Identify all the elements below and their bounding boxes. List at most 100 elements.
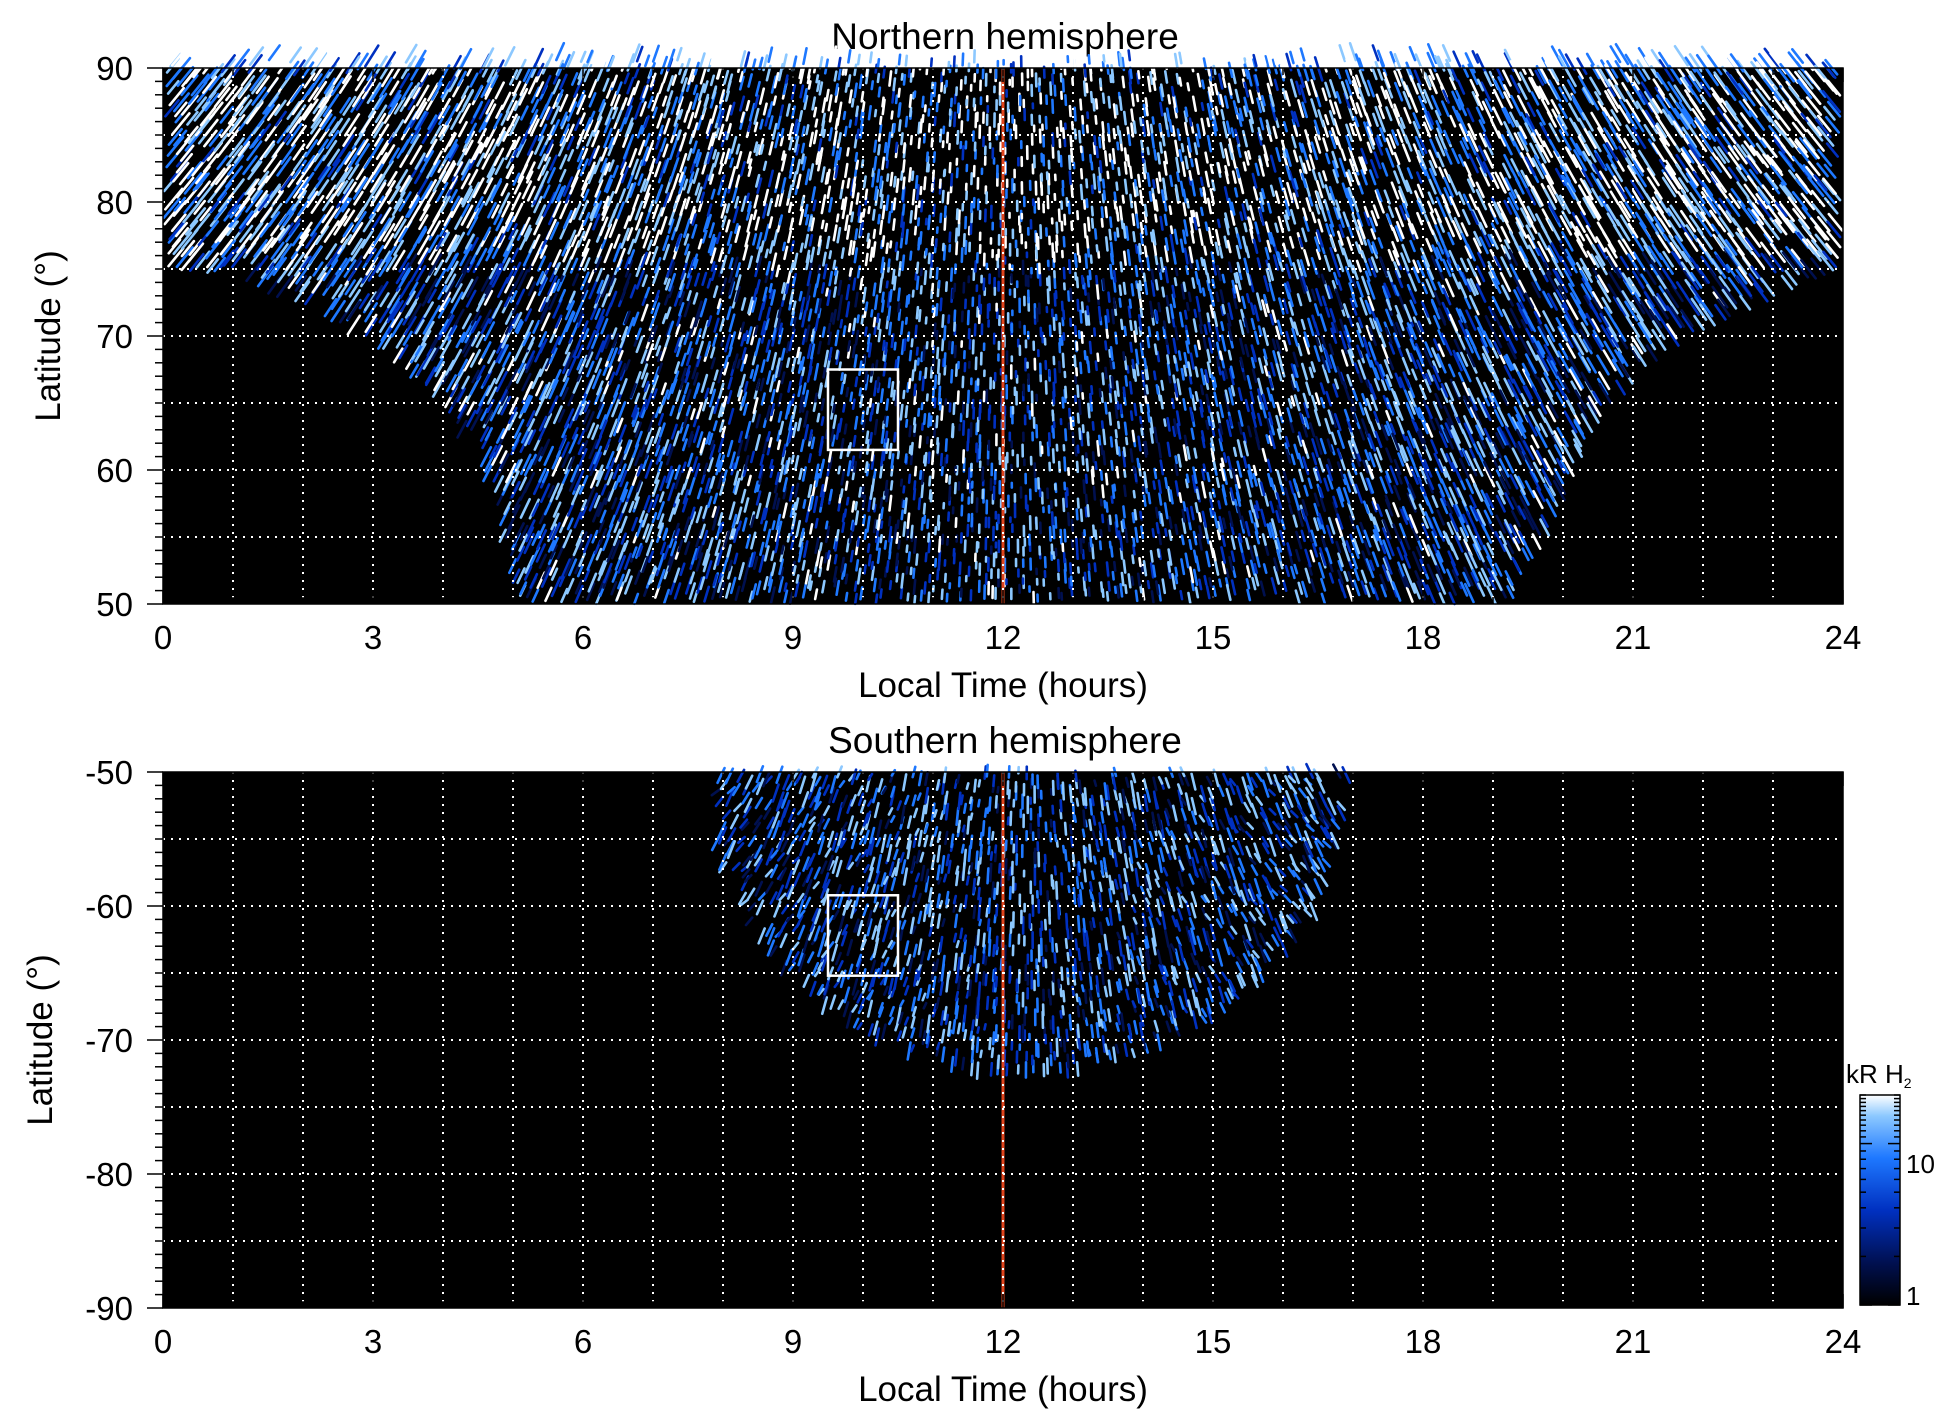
emission-streak [180,94,199,116]
emission-streak [1070,220,1074,232]
emission-streak [902,176,906,190]
emission-streak [865,430,870,445]
emission-streak [438,291,452,313]
emission-streak [610,539,621,560]
emission-streak [826,549,831,560]
emission-streak [1095,145,1099,159]
emission-streak [443,162,457,184]
emission-streak [391,198,404,217]
emission-streak [247,160,263,180]
emission-streak [932,81,937,98]
emission-streak [170,48,186,67]
emission-streak [411,345,421,360]
emission-streak [1073,354,1077,368]
emission-streak [878,123,883,134]
emission-streak [263,237,277,254]
emission-streak [1076,210,1080,221]
emission-streak [414,111,429,135]
emission-streak [450,283,463,304]
emission-streak [296,163,312,185]
emission-streak [1203,574,1208,586]
emission-streak [1092,97,1096,112]
emission-streak [661,95,668,107]
emission-streak [894,141,899,154]
emission-streak [294,280,311,303]
emission-streak [524,150,534,168]
emission-streak [665,258,674,278]
emission-streak [657,362,663,375]
emission-streak [918,370,922,381]
emission-streak [317,138,329,154]
emission-streak [699,576,706,591]
emission-streak [622,135,629,148]
emission-streak [966,428,971,444]
emission-streak [517,360,525,374]
emission-streak [524,429,534,447]
emission-streak [539,244,548,259]
emission-streak [323,297,338,318]
emission-streak [651,325,658,340]
emission-streak [332,61,350,85]
emission-streak [1061,497,1066,513]
emission-streak [487,349,496,364]
emission-streak [783,582,788,592]
emission-streak [696,401,704,420]
emission-streak [334,171,348,190]
emission-streak [932,151,937,164]
emission-streak [321,205,335,224]
emission-streak [922,502,927,515]
emission-streak [446,234,458,253]
emission-streak [1164,237,1169,252]
emission-streak [766,528,772,539]
emission-streak [1080,331,1084,344]
emission-streak [692,372,699,386]
emission-streak [1150,268,1155,283]
emission-streak [1129,66,1133,80]
emission-streak [640,251,648,268]
emission-streak [827,322,832,334]
emission-streak [647,565,657,585]
emission-streak [1081,455,1085,466]
emission-streak [162,197,181,219]
emission-streak [957,209,961,225]
emission-streak [1145,106,1149,117]
emission-streak [460,85,470,100]
emission-streak [456,147,468,166]
emission-streak [654,161,662,178]
emission-streak [562,351,571,367]
emission-streak [879,588,883,599]
emission-streak [917,137,921,150]
emission-streak [1159,215,1164,231]
emission-streak [683,331,690,346]
emission-streak [466,401,476,416]
emission-streak [389,294,402,315]
emission-streak [392,249,406,271]
emission-streak [670,96,679,115]
emission-streak [491,177,503,197]
emission-streak [1050,511,1055,527]
emission-streak [1167,560,1172,573]
emission-streak [885,560,890,573]
emission-streak [798,67,803,80]
emission-streak [1101,372,1105,386]
emission-streak [1155,522,1160,535]
emission-streak [608,159,615,172]
emission-streak [1186,82,1191,92]
emission-streak [483,138,496,159]
emission-streak [1104,340,1108,351]
emission-streak [337,208,351,227]
emission-streak [872,228,877,240]
emission-streak [782,53,788,70]
emission-streak [854,151,859,162]
emission-streak [812,199,817,212]
emission-streak [1147,491,1152,505]
emission-streak [908,425,912,438]
emission-streak [822,128,826,138]
emission-streak [518,476,528,491]
emission-streak [1106,122,1111,135]
emission-streak [562,176,574,197]
emission-streak [856,53,861,66]
emission-streak [483,289,494,306]
emission-streak [635,45,644,63]
emission-streak [466,216,479,236]
